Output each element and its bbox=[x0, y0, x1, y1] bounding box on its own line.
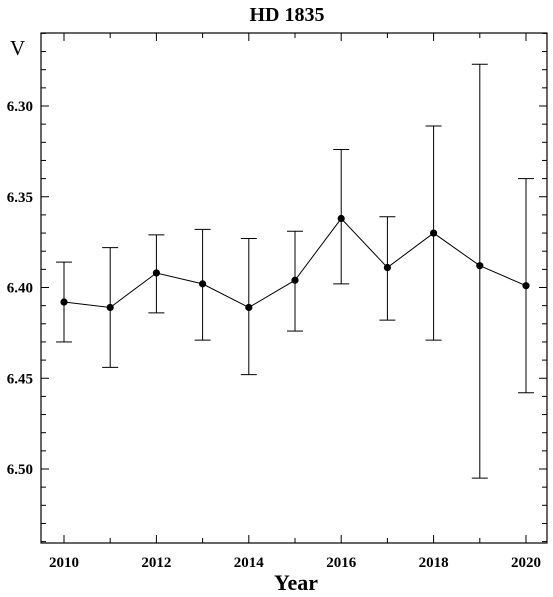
data-point bbox=[60, 298, 68, 306]
data-point bbox=[383, 263, 391, 272]
y-tick-label: 6.30 bbox=[7, 99, 33, 115]
x-tick-label: 2014 bbox=[234, 555, 265, 571]
x-tick-label: 2012 bbox=[141, 555, 171, 571]
x-tick-label: 2010 bbox=[49, 555, 79, 571]
axes: 2010 2012 2014 2016 2018 2020 6.30 6.35 6.40 6.45… bbox=[7, 32, 547, 571]
y-tick-label: 6.35 bbox=[7, 190, 33, 206]
plot-frame bbox=[40, 32, 548, 544]
y-tick-label: 6.50 bbox=[7, 462, 33, 478]
data-point bbox=[245, 303, 253, 312]
y-tick-label: 6.40 bbox=[7, 281, 33, 297]
data-point bbox=[152, 269, 160, 277]
x-tick-label: 2016 bbox=[326, 555, 357, 571]
data-point bbox=[522, 282, 530, 290]
y-tick-label: 6.45 bbox=[7, 371, 33, 387]
data-point bbox=[430, 229, 438, 237]
data-point bbox=[337, 214, 345, 223]
y-axis-label: V bbox=[10, 36, 25, 60]
data-point bbox=[291, 276, 299, 284]
chart-title: HD 1835 bbox=[250, 4, 325, 26]
data-point bbox=[106, 303, 114, 312]
x-tick-label: 2018 bbox=[419, 555, 449, 571]
x-axis-label: Year bbox=[274, 570, 318, 595]
x-tick-label: 2020 bbox=[511, 555, 541, 571]
data-point bbox=[199, 280, 207, 288]
data-marks bbox=[56, 63, 534, 479]
data-point bbox=[476, 262, 484, 270]
